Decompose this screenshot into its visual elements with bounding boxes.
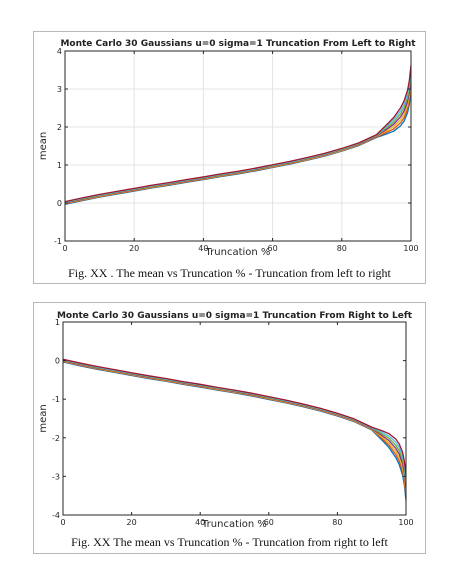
axes-box <box>64 50 412 242</box>
y-tick-label: 0 <box>55 357 60 366</box>
caption-right-to-left: Fig. XX The mean vs Truncation % - Trunc… <box>71 535 388 549</box>
y-tick-label: 3 <box>57 85 62 94</box>
x-axis-label: Truncation % <box>205 247 271 258</box>
x-tick-label: 40 <box>195 518 205 527</box>
y-tick-label: -1 <box>54 237 62 246</box>
y-tick-label: 2 <box>57 123 62 132</box>
chart-left-to-right: Monte Carlo 30 Gaussians u=0 sigma=1 Tru… <box>38 39 419 258</box>
chart-title: Monte Carlo 30 Gaussians u=0 sigma=1 Tru… <box>60 39 416 49</box>
y-tick-label: -4 <box>52 511 60 520</box>
y-tick-label: -3 <box>52 472 60 481</box>
y-tick-label: 4 <box>57 47 62 56</box>
y-tick-label: -2 <box>52 434 60 443</box>
y-tick-label: 1 <box>57 161 62 170</box>
caption-left-to-right: Fig. XX . The mean vs Truncation % - Tru… <box>68 266 391 280</box>
figure-left-to-right: Monte Carlo 30 Gaussians u=0 sigma=1 Tru… <box>33 31 426 284</box>
x-tick-label: 80 <box>332 518 342 527</box>
x-tick-label: 80 <box>337 244 347 253</box>
x-tick-label: 40 <box>198 244 208 253</box>
y-axis-label: mean <box>38 132 49 160</box>
x-tick-label: 60 <box>268 244 278 253</box>
axes-box <box>62 321 407 516</box>
x-tick-label: 100 <box>403 244 418 253</box>
x-tick-label: 100 <box>398 518 413 527</box>
x-axis-label: Truncation % <box>201 519 267 530</box>
x-tick-label: 20 <box>127 518 137 527</box>
chart-title: Monte Carlo 30 Gaussians u=0 sigma=1 Tru… <box>57 311 413 321</box>
x-tick-label: 60 <box>264 518 274 527</box>
series-line <box>64 65 412 203</box>
chart-right-to-left: Monte Carlo 30 Gaussians u=0 sigma=1 Tru… <box>38 311 414 530</box>
series-line <box>62 358 407 476</box>
figure-right-to-left: Monte Carlo 30 Gaussians u=0 sigma=1 Tru… <box>33 302 426 554</box>
y-tick-label: 0 <box>57 199 62 208</box>
y-tick-label: 1 <box>55 318 60 327</box>
x-tick-label: 20 <box>129 244 139 253</box>
y-axis-label: mean <box>38 404 49 432</box>
x-tick-label: 0 <box>60 518 65 527</box>
x-tick-label: 0 <box>62 244 67 253</box>
y-tick-label: -1 <box>52 395 60 404</box>
